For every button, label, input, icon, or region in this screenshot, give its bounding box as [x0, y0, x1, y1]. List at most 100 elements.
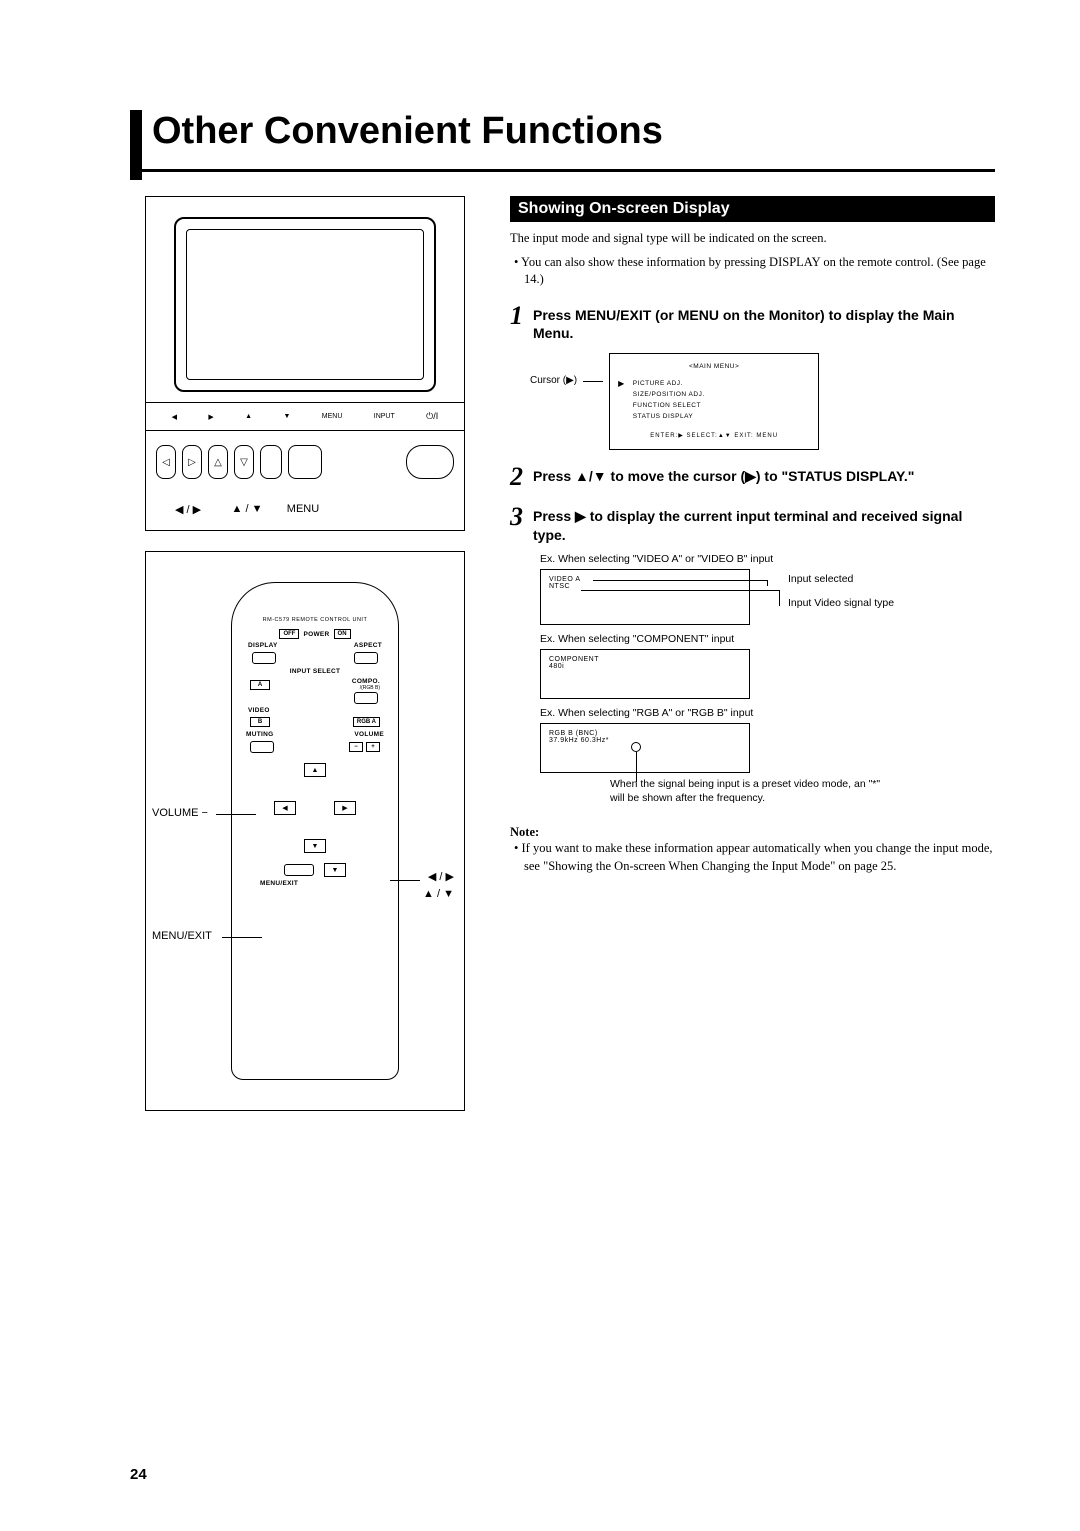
cursor-annot-label: Cursor (▶) — [530, 375, 577, 386]
step-2-number: 2 — [510, 464, 523, 490]
monitor-screen — [174, 217, 436, 392]
step-3-number: 3 — [510, 504, 523, 545]
content-columns: MENU INPUT ⏻/I ◁ ▷ △ ▽ ◀ / ▶ ▲ / ▼ MENU — [130, 196, 995, 1111]
compo-label: COMPO. — [352, 678, 380, 685]
callout-lr: ◀ / ▶ — [428, 870, 454, 883]
example-1-label: Ex. When selecting "VIDEO A" or "VIDEO B… — [540, 553, 995, 565]
menu-item-4: STATUS DISPLAY — [633, 411, 705, 422]
step-1-number: 1 — [510, 303, 523, 344]
remote-diagram: RM-C579 REMOTE CONTROL UNIT OFF POWER ON… — [145, 551, 465, 1111]
up-arrow-icon — [245, 413, 252, 420]
example-3-box: RGB B (BNC) 37.9kHz 60.3Hz* — [540, 723, 750, 773]
step-2: 2 Press ▲/▼ to move the cursor (▶) to "S… — [510, 464, 995, 490]
menuexit-label: MENU/EXIT — [242, 880, 388, 887]
page-title: Other Convenient Functions — [130, 110, 995, 172]
nav-down-button: ▼ — [304, 839, 326, 853]
monitor-button-strip: MENU INPUT ⏻/I — [146, 402, 464, 430]
menu-item-2: SIZE/POSITION ADJ. — [633, 389, 705, 400]
step-1: 1 Press MENU/EXIT (or MENU on the Monito… — [510, 303, 995, 344]
display-button — [252, 652, 276, 664]
input-select-label: INPUT SELECT — [242, 668, 388, 675]
example-2-label: Ex. When selecting "COMPONENT" input — [540, 633, 995, 645]
left-arrow-icon — [172, 413, 177, 421]
monitor-right-button: ▷ — [182, 445, 202, 479]
monitor-under-labels: ◀ / ▶ ▲ / ▼ MENU — [146, 493, 464, 530]
example-3-label: Ex. When selecting "RGB A" or "RGB B" in… — [540, 707, 995, 719]
menu-item-1: PICTURE ADJ. — [633, 378, 705, 389]
ex2-line2: 480i — [549, 663, 741, 670]
ex1-annot1: Input selected — [788, 573, 853, 585]
ex3-line2: 37.9kHz 60.3Hz* — [549, 737, 741, 744]
left-column: MENU INPUT ⏻/I ◁ ▷ △ ▽ ◀ / ▶ ▲ / ▼ MENU — [130, 196, 480, 1111]
step-2-text: Press ▲/▼ to move the cursor (▶) to "STA… — [533, 464, 914, 490]
monitor-up-button: △ — [208, 445, 228, 479]
power-icon: ⏻/I — [426, 411, 438, 422]
muting-label: MUTING — [246, 731, 273, 738]
monitor-down-button: ▽ — [234, 445, 254, 479]
vol-plus-button: + — [366, 742, 380, 752]
example-1-box: VIDEO A NTSC — [540, 569, 750, 625]
nav-cross: ▲ ▼ ◀ ▶ — [270, 763, 360, 853]
example-2-box: COMPONENT 480i — [540, 649, 750, 699]
ex2-line1: COMPONENT — [549, 656, 741, 663]
remote-model-label: RM-C579 REMOTE CONTROL UNIT — [242, 617, 388, 623]
section-header: Showing On-screen Display — [510, 196, 995, 222]
input-b-button: B — [250, 717, 270, 727]
ex3-line1: RGB B (BNC) — [549, 730, 741, 737]
main-menu-title: <MAIN MENU> — [618, 362, 810, 372]
input-label: INPUT — [374, 413, 395, 420]
accent-bar — [130, 110, 142, 180]
step-3-text: Press ▶ to display the current input ter… — [533, 504, 995, 545]
monitor-menu-button — [260, 445, 282, 479]
step-3: 3 Press ▶ to display the current input t… — [510, 504, 995, 545]
ex1-line2: NTSC — [549, 583, 741, 590]
remote-body: RM-C579 REMOTE CONTROL UNIT OFF POWER ON… — [231, 582, 399, 1080]
ex1-annot2: Input Video signal type — [788, 597, 908, 609]
monitor-diagram: MENU INPUT ⏻/I ◁ ▷ △ ▽ ◀ / ▶ ▲ / ▼ MENU — [145, 196, 465, 531]
note-heading: Note: — [510, 825, 995, 840]
monitor-input-button — [288, 445, 322, 479]
monitor-power-button — [406, 445, 454, 479]
rgba-button: RGB A — [353, 717, 380, 727]
nav-right-button: ▶ — [334, 801, 356, 815]
page-number: 24 — [130, 1466, 147, 1483]
label-lr: ◀ / ▶ — [160, 503, 216, 516]
rgbb-sublabel: /(RGB B) — [352, 685, 380, 691]
label-menu: MENU — [278, 503, 328, 516]
right-column: Showing On-screen Display The input mode… — [510, 196, 995, 1111]
menu-item-3: FUNCTION SELECT — [633, 400, 705, 411]
ex3-note: When the signal being input is a preset … — [610, 777, 890, 805]
callout-volume-minus: VOLUME − — [152, 807, 208, 819]
video-label: VIDEO — [242, 707, 388, 714]
aspect-label: ASPECT — [354, 642, 382, 649]
main-menu-footer: ENTER:▶ SELECT:▲▼ EXIT: MENU — [618, 432, 810, 441]
cursor-icon: ▶ — [618, 378, 625, 390]
note-bullet: • If you want to make these information … — [510, 840, 995, 875]
menuexit-button — [284, 864, 314, 876]
nav-left-button: ◀ — [274, 801, 296, 815]
power-label: POWER — [303, 631, 329, 638]
intro-text: The input mode and signal type will be i… — [510, 230, 995, 248]
volume-label: VOLUME — [354, 731, 384, 738]
main-menu-diagram: <MAIN MENU> ▶ PICTURE ADJ. SIZE/POSITION… — [609, 353, 819, 450]
aspect-button — [354, 652, 378, 664]
on-button: ON — [334, 629, 351, 639]
nav-up-button: ▲ — [304, 763, 326, 777]
off-button: OFF — [279, 629, 299, 639]
callout-ud: ▲ / ▼ — [423, 888, 454, 900]
monitor-control-row: ◁ ▷ △ ▽ — [146, 430, 464, 493]
vol-minus-button: − — [349, 742, 363, 752]
step-1-text: Press MENU/EXIT (or MENU on the Monitor)… — [533, 303, 995, 344]
menu-label: MENU — [322, 413, 343, 420]
muting-button — [250, 741, 274, 753]
nav-down2-button: ▼ — [324, 863, 346, 877]
display-label: DISPLAY — [248, 642, 278, 649]
right-arrow-icon — [208, 413, 213, 421]
callout-menuexit: MENU/EXIT — [152, 930, 212, 942]
intro-bullet: • You can also show these information by… — [510, 254, 995, 289]
down-arrow-icon — [283, 413, 290, 420]
compo-button — [354, 692, 378, 704]
input-a-button: A — [250, 680, 270, 690]
monitor-left-button: ◁ — [156, 445, 176, 479]
label-ud: ▲ / ▼ — [216, 503, 278, 516]
